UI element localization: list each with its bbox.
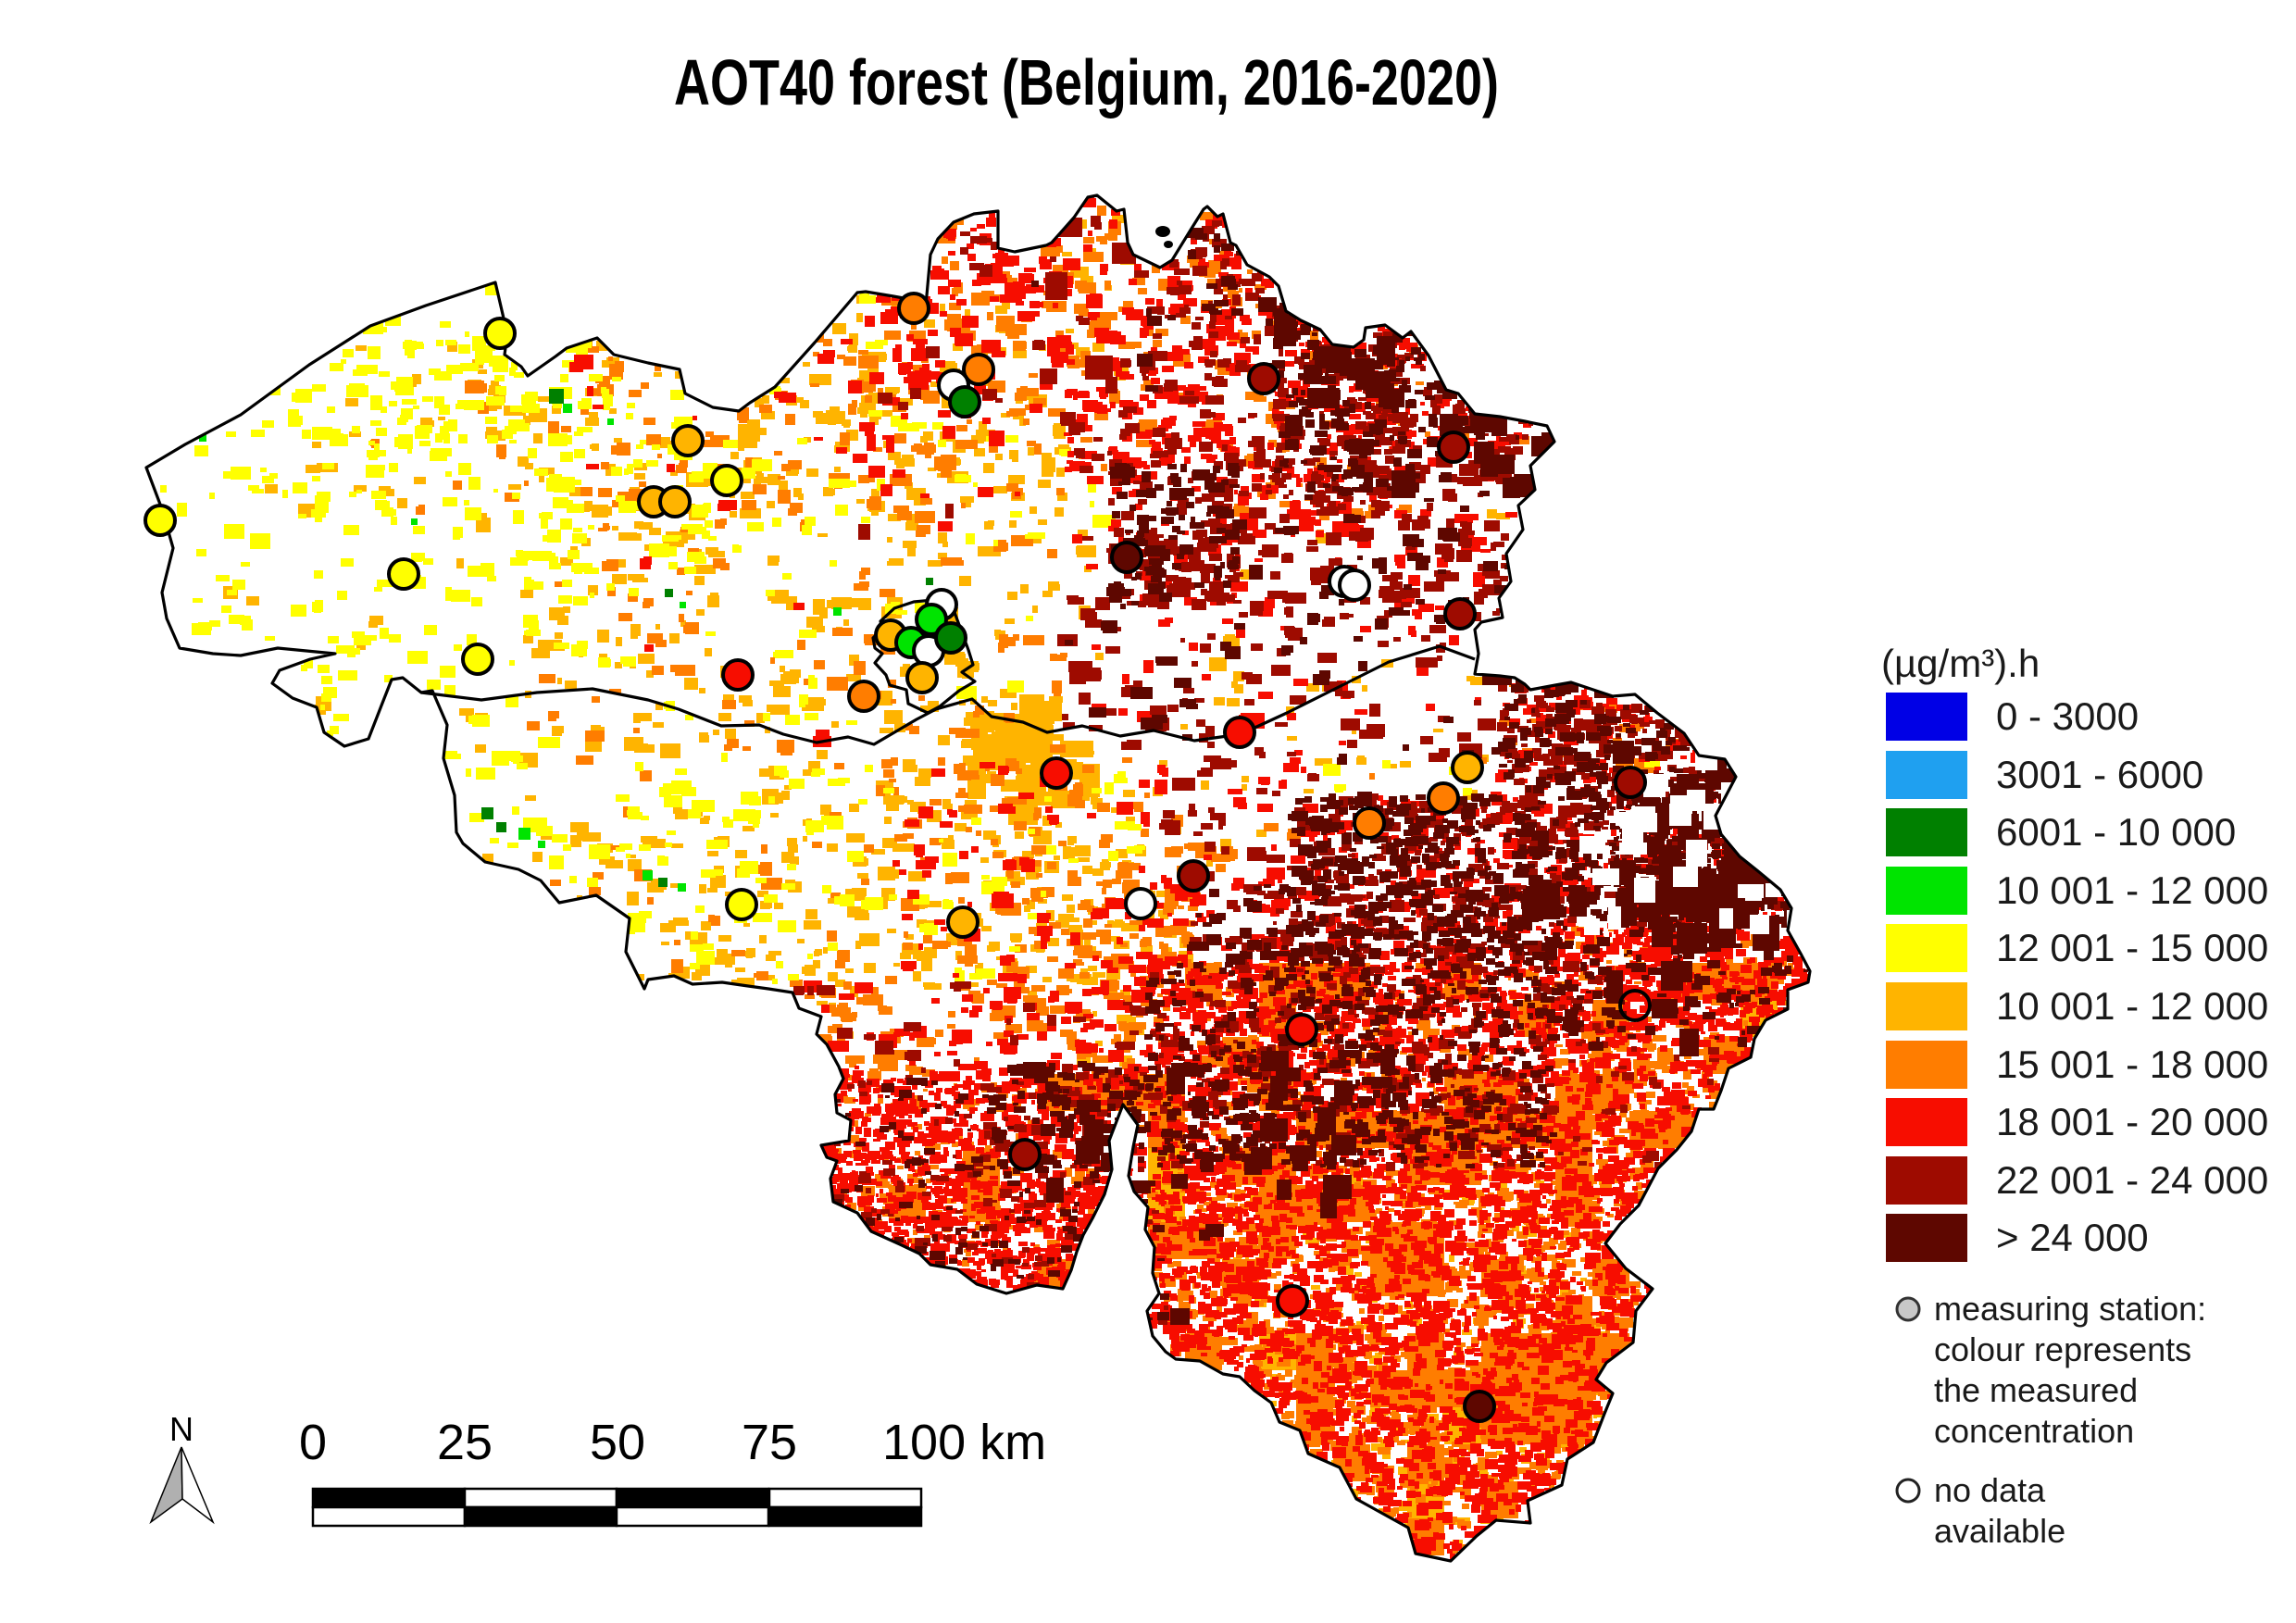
svg-text:> 24 000: > 24 000 [1996, 1216, 2149, 1259]
svg-text:22 001 - 24 000: 22 001 - 24 000 [1996, 1158, 2268, 1202]
svg-text:100 km: 100 km [882, 1415, 1046, 1470]
svg-text:3001 - 6000: 3001 - 6000 [1996, 753, 2203, 796]
svg-text:50: 50 [590, 1415, 645, 1470]
svg-text:6001 - 10 000: 6001 - 10 000 [1996, 810, 2236, 854]
svg-text:N: N [169, 1410, 193, 1448]
svg-text:10 001 - 12 000: 10 001 - 12 000 [1996, 868, 2268, 912]
svg-text:10 001 - 12 000: 10 001 - 12 000 [1996, 984, 2268, 1028]
svg-text:measuring station:: measuring station: [1934, 1290, 2206, 1328]
svg-text:0: 0 [299, 1415, 327, 1470]
svg-text:18 001 - 20 000: 18 001 - 20 000 [1996, 1100, 2268, 1143]
svg-text:25: 25 [437, 1415, 493, 1470]
svg-text:75: 75 [742, 1415, 797, 1470]
svg-text:(µg/m³).h: (µg/m³).h [1881, 642, 2040, 685]
svg-text:AOT40 forest (Belgium, 2016-20: AOT40 forest (Belgium, 2016-2020) [674, 46, 1499, 119]
svg-text:no data: no data [1934, 1471, 2046, 1509]
svg-text:the measured: the measured [1934, 1371, 2138, 1409]
svg-text:available: available [1934, 1512, 2065, 1550]
svg-text:12 001 - 15 000: 12 001 - 15 000 [1996, 926, 2268, 969]
svg-text:15 001 - 18 000: 15 001 - 18 000 [1996, 1042, 2268, 1086]
svg-text:concentration: concentration [1934, 1412, 2134, 1450]
svg-text:0 - 3000: 0 - 3000 [1996, 694, 2139, 738]
svg-text:colour represents: colour represents [1934, 1330, 2191, 1368]
